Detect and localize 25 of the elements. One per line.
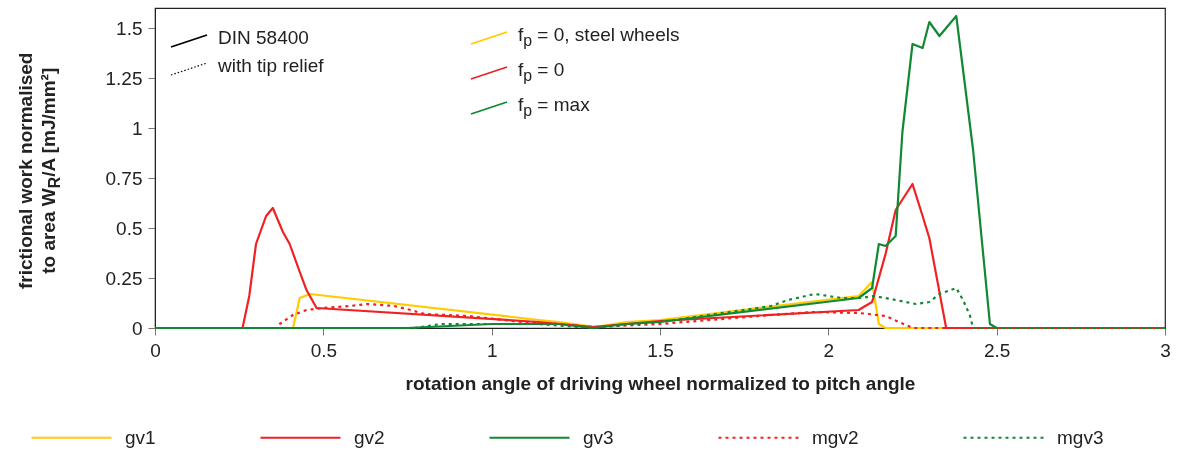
x-tick-label: 2 [823,339,835,361]
x-tick-label: 0 [150,339,161,361]
legend-label: gv2 [354,426,385,448]
x-tick-label: 3 [1160,339,1171,361]
annotation: DIN 58400 [218,27,309,48]
x-tick-label: 0.5 [310,339,338,361]
annotation: f$_{p}$ = 0 [518,59,565,84]
legend-label: mgv2 [812,426,859,448]
y-tick-label: 0.5 [116,217,143,239]
y-tick-label: 1 [131,117,143,139]
y-tick-label: 1.5 [116,17,143,39]
y-tick-label: 0.25 [105,267,143,289]
legend-label: gv1 [125,426,156,448]
annotation: f$_{p}$ = 0, steel wheels [518,24,680,49]
x-tick-label: 2.5 [983,339,1011,361]
annotation: f$_{p}$ = max [518,94,590,119]
x-axis-title: rotation angle of driving wheel normalized to pitch angle [405,372,916,394]
legend-label: mgv3 [1057,426,1104,448]
x-tick-label: 1 [486,339,498,361]
y-tick-label: 1.25 [105,67,143,89]
y-tick-label: 0 [131,317,143,339]
annotation: with tip relief [218,55,324,76]
x-tick-label: 1.5 [647,339,674,361]
legend-label: gv3 [583,426,614,448]
y-tick-label: 0.75 [105,167,143,189]
